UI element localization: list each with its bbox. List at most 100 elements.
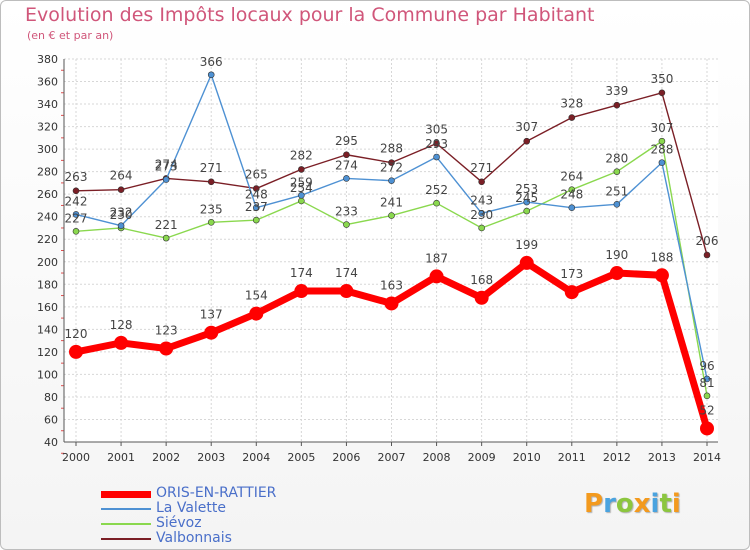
data-point [339,284,354,299]
x-tick-label: 2009 [468,451,496,464]
x-tick-label: 2010 [513,451,541,464]
series [69,71,714,436]
data-point [429,269,444,284]
data-point [478,224,485,232]
data-label: 273 [155,160,178,174]
y-tick-label: 80 [44,391,58,404]
data-point [162,176,170,183]
data-label: 307 [515,120,538,134]
data-label: 52 [699,403,714,417]
data-label: 264 [560,170,583,184]
data-point [117,186,125,193]
data-label: 206 [696,234,719,248]
x-tick-label: 2006 [332,451,360,464]
legend-swatch [101,523,151,525]
data-point [433,199,440,207]
y-tick-label: 380 [37,53,58,66]
data-label: 199 [515,238,538,252]
x-tick-label: 2014 [693,451,721,464]
data-point [343,175,350,182]
y-tick-label: 320 [37,121,58,134]
data-point [388,177,395,184]
legend-label: Valbonnais [156,530,232,546]
x-tick-label: 2008 [423,451,451,464]
data-point [613,201,621,208]
data-point [252,185,260,192]
data-label: 328 [560,97,583,111]
data-label: 251 [605,184,628,198]
data-label: 221 [155,218,178,232]
data-label: 245 [515,191,538,205]
data-point [613,101,621,109]
data-point [343,151,350,159]
data-point [613,168,621,175]
data-point [207,71,215,79]
data-label: 174 [335,266,358,280]
data-label: 235 [200,202,223,216]
y-tick-label: 40 [44,436,58,449]
data-point [72,187,80,195]
data-point [703,375,711,383]
data-point [207,219,215,226]
data-point [72,211,80,218]
data-point [252,204,260,211]
data-label: 120 [65,327,88,341]
y-tick-label: 180 [37,278,58,291]
data-point [384,296,399,311]
data-point [478,210,485,217]
data-point [568,204,576,211]
data-label: 265 [245,168,268,182]
data-point [114,335,129,350]
x-tick-label: 2013 [648,451,676,464]
data-point [523,137,531,145]
data-label: 252 [425,183,448,197]
legend-label: La Valette [156,500,226,516]
data-point [249,306,264,321]
y-tick-label: 360 [37,76,58,89]
legend-label: ORIS-EN-RATTIER [156,485,277,501]
plot-area [64,59,718,442]
data-point [298,197,305,205]
data-label: 96 [699,359,714,373]
data-label: 271 [470,161,493,175]
data-point [343,221,350,228]
y-tick-label: 160 [37,301,58,314]
y-tick-label: 140 [37,323,58,336]
y-tick-label: 200 [37,256,58,269]
x-tick-label: 2005 [287,451,315,464]
data-point [519,255,534,270]
data-label: 168 [470,273,493,287]
data-point [523,207,531,215]
axes: 40 60 80 100 120 140 160 180 200 220 240 260 280 300 3… [37,53,721,464]
x-tick-label: 2007 [378,451,406,464]
data-label: 350 [650,72,673,86]
chart-subtitle: (en € et par an) [27,29,114,42]
data-label: 128 [110,318,133,332]
data-label: 288 [650,143,673,157]
data-point [700,421,714,436]
data-label: 190 [605,248,628,262]
y-tick-label: 300 [37,143,58,156]
data-point [298,166,305,173]
data-point [609,266,624,281]
data-point [69,344,83,359]
data-point [162,234,170,242]
x-tick-label: 2001 [107,451,135,464]
data-point [204,325,219,340]
y-tick-label: 260 [37,188,58,201]
data-point [433,140,440,147]
data-labels: 263 264 274 271 265 282 295 288 305 271 307 328 339 3… [65,55,719,418]
grid [64,58,718,443]
legend-swatch [101,538,151,540]
x-tick-label: 2011 [558,451,586,464]
data-label: 242 [65,194,88,208]
data-label: 243 [470,193,493,207]
x-tick-label: 2003 [197,451,225,464]
data-point [658,137,666,145]
data-point [252,216,260,224]
y-tick-label: 340 [37,98,58,111]
chart-title: Evolution des Impôts locaux pour la Comm… [25,4,595,26]
data-label: 241 [380,196,403,210]
data-point [564,285,579,300]
